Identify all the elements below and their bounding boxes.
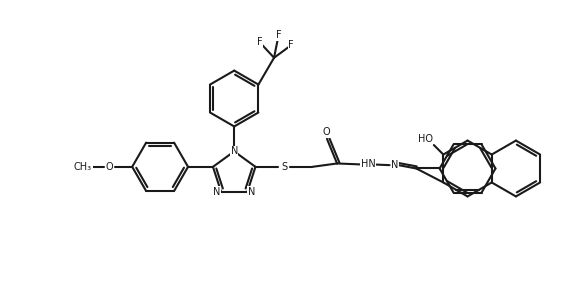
- Text: HN: HN: [361, 159, 376, 169]
- Text: F: F: [288, 41, 294, 50]
- Text: HO: HO: [418, 135, 433, 145]
- Text: S: S: [281, 162, 287, 172]
- Text: N: N: [213, 187, 221, 197]
- Text: O: O: [323, 127, 330, 137]
- Text: N: N: [248, 187, 255, 197]
- Text: F: F: [257, 37, 262, 47]
- Text: CH₃: CH₃: [74, 162, 92, 172]
- Text: O: O: [105, 162, 113, 172]
- Text: N: N: [230, 146, 238, 156]
- Text: F: F: [276, 30, 281, 40]
- Text: N: N: [391, 160, 399, 170]
